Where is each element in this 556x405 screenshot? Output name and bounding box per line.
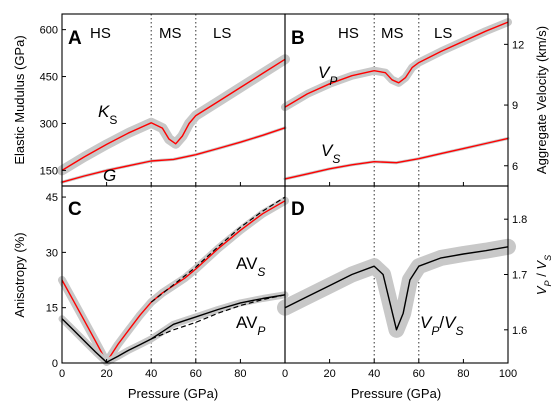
ks-label-base: K — [98, 102, 110, 121]
panel-d-ytick-label-2: 1.8 — [512, 214, 527, 226]
x-axis-label-d: Pressure (GPa) — [351, 386, 441, 401]
y-axis-label-d-s-sub: S — [543, 255, 553, 261]
ratio-label-s: V — [444, 313, 457, 332]
panel-c-xtick-label-2: 40 — [145, 368, 157, 380]
panel-c-xtick-label-3: 60 — [190, 368, 202, 380]
panel-c-ytick-label-1: 15 — [46, 303, 58, 315]
panel-a-series-1-line — [61, 58, 286, 171]
panel-d-xtick-label-2: 40 — [368, 368, 380, 380]
panel-a: 150 300 450 600 A HS MS LS KS G — [40, 13, 290, 187]
panel-d-plot: 1.6 1.7 1.8 0 20 40 60 80 100 — [277, 186, 527, 380]
panel-b-series-2-line — [284, 137, 509, 180]
y-axis-label-b: Aggregate Velocity (km/s) — [534, 26, 549, 174]
panel-b-ytick-label-1: 9 — [512, 100, 518, 112]
panel-a-series-2-line — [61, 127, 286, 183]
panel-d-xtick-label-3: 60 — [413, 368, 425, 380]
y-axis-label-a: Elastic Mudulus (GPa) — [12, 35, 27, 164]
avp-label: AVP — [236, 313, 265, 338]
avs-label-base: AV — [236, 254, 258, 273]
panel-a-letter: A — [68, 28, 82, 49]
avs-label-sub: S — [257, 265, 265, 279]
vp-label: VP — [318, 63, 337, 88]
panel-d-ytick-label-0: 1.6 — [512, 325, 527, 337]
panel-d-xtick-label-1: 20 — [323, 368, 335, 380]
x-axis-label-c: Pressure (GPa) — [128, 386, 218, 401]
ratio-label-sep: / — [439, 313, 444, 332]
panel-c-plot: 0 15 30 45 0 20 40 60 80 — [46, 186, 289, 380]
y-axis-label-d-sep: / — [534, 270, 549, 281]
panel-b-region-ls: LS — [434, 25, 452, 42]
vp-label-sub: P — [329, 74, 337, 88]
panel-c-ytick-label-2: 30 — [46, 247, 58, 259]
panel-b-region-hs: HS — [338, 25, 359, 42]
panel-b-ytick-label-0: 6 — [512, 161, 518, 173]
panel-c-letter: C — [68, 199, 82, 220]
avp-label-sub: P — [257, 324, 265, 338]
panel-b-series-2-uncertainty-band — [283, 136, 510, 181]
panel-a-region-hs: HS — [90, 25, 111, 42]
panel-a-series-1-uncertainty-band — [57, 54, 290, 176]
panel-c-ytick-label-0: 0 — [52, 358, 58, 370]
panel-d-series-1-line — [284, 246, 509, 331]
panel-b-ytick-label-2: 12 — [512, 39, 524, 51]
panel-d-ytick-label-1: 1.7 — [512, 270, 527, 282]
g-label: G — [103, 166, 116, 185]
panel-c-series-1-uncertainty-band — [58, 196, 289, 366]
panel-a-region-ls: LS — [213, 25, 231, 42]
panel-a-plot: 150 300 450 600 — [40, 14, 290, 186]
y-axis-label-d: VP / VS — [534, 255, 553, 295]
avp-label-base: AV — [236, 313, 258, 332]
panel-c-xtick-label-1: 20 — [100, 368, 112, 380]
y-axis-label-d-p: V — [534, 285, 549, 295]
panel-d: 1.61.71.80 20 40 60 80 100 D VP/VS — [277, 185, 527, 380]
panel-a-ytick-label-1: 300 — [40, 118, 58, 130]
vs-label-base: V — [321, 141, 334, 160]
panel-a-ytick-label-0: 150 — [40, 165, 58, 177]
y-axis-label-d-p-sub: P — [543, 280, 553, 286]
y-axis-label-c: Anisotropy (%) — [12, 232, 27, 317]
panel-c-series-2-line — [150, 196, 286, 303]
ratio-label-s-sub: S — [455, 324, 463, 338]
panel-b-series-1-line — [284, 21, 509, 108]
ks-label: KS — [98, 102, 117, 127]
panel-a-ytick-label-3: 600 — [40, 25, 58, 37]
vs-label-sub: S — [332, 152, 340, 166]
panel-d-letter: D — [291, 199, 305, 220]
panel-c-series-4-line — [150, 294, 286, 340]
ks-label-sub: S — [109, 113, 117, 127]
panel-b-letter: B — [291, 28, 305, 49]
vs-label: VS — [321, 141, 340, 166]
panel-d-series-1-uncertainty-band — [277, 238, 516, 338]
vp-label-base: V — [318, 63, 331, 82]
panel-b-plot: 6 9 12 — [281, 14, 524, 186]
panel-d-xtick-label-0: 0 — [282, 368, 288, 380]
panel-b-region-ms: MS — [381, 25, 404, 42]
panel-a-ytick-label-2: 450 — [40, 72, 58, 84]
avs-label: AVS — [236, 254, 265, 279]
panel-c-xtick-label-4: 80 — [234, 368, 246, 380]
panel-c-xtick-label-0: 0 — [59, 368, 65, 380]
ratio-label: VP/VS — [420, 313, 463, 338]
y-axis-label-d-s: V — [534, 260, 549, 270]
ratio-label-p-sub: P — [431, 324, 439, 338]
panel-c-ytick-label-3: 45 — [46, 192, 58, 204]
panel-d-xtick-label-4: 80 — [457, 368, 469, 380]
panel-d-xtick-label-5: 100 — [499, 368, 517, 380]
ratio-label-p: V — [420, 313, 433, 332]
panel-a-region-ms: MS — [159, 25, 182, 42]
panel-d-frame — [284, 185, 509, 364]
